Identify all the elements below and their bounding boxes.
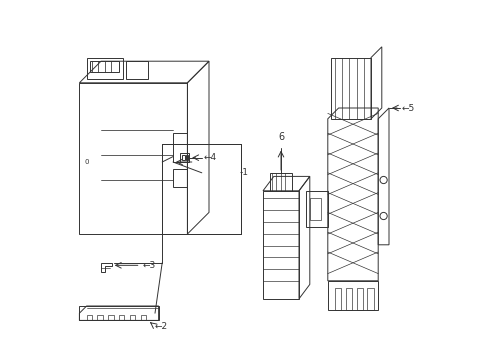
Text: -1: -1 xyxy=(240,168,248,177)
Bar xyxy=(126,61,148,79)
Bar xyxy=(186,155,189,160)
Bar xyxy=(79,83,187,234)
Text: ←5: ←5 xyxy=(402,104,415,113)
Bar xyxy=(310,198,320,220)
Bar xyxy=(173,133,187,162)
Bar xyxy=(87,315,92,320)
Bar xyxy=(346,288,352,310)
Bar xyxy=(87,58,122,79)
Bar xyxy=(180,153,189,162)
Bar xyxy=(119,315,124,320)
Bar xyxy=(90,61,119,72)
Bar xyxy=(98,315,103,320)
Bar xyxy=(141,315,146,320)
Bar xyxy=(162,144,242,234)
Text: 0: 0 xyxy=(84,159,89,165)
Text: ←3: ←3 xyxy=(143,261,156,270)
Bar xyxy=(270,173,292,191)
Bar xyxy=(335,288,342,310)
Text: 6: 6 xyxy=(278,132,284,142)
Bar xyxy=(182,155,185,160)
Bar xyxy=(173,169,187,187)
Bar xyxy=(357,288,363,310)
Bar xyxy=(162,144,242,234)
Bar xyxy=(79,306,159,320)
Bar xyxy=(108,315,114,320)
Bar xyxy=(130,315,135,320)
Text: ←2: ←2 xyxy=(154,322,168,330)
Text: ←4: ←4 xyxy=(204,153,217,162)
Bar xyxy=(368,288,374,310)
Bar xyxy=(263,191,299,299)
